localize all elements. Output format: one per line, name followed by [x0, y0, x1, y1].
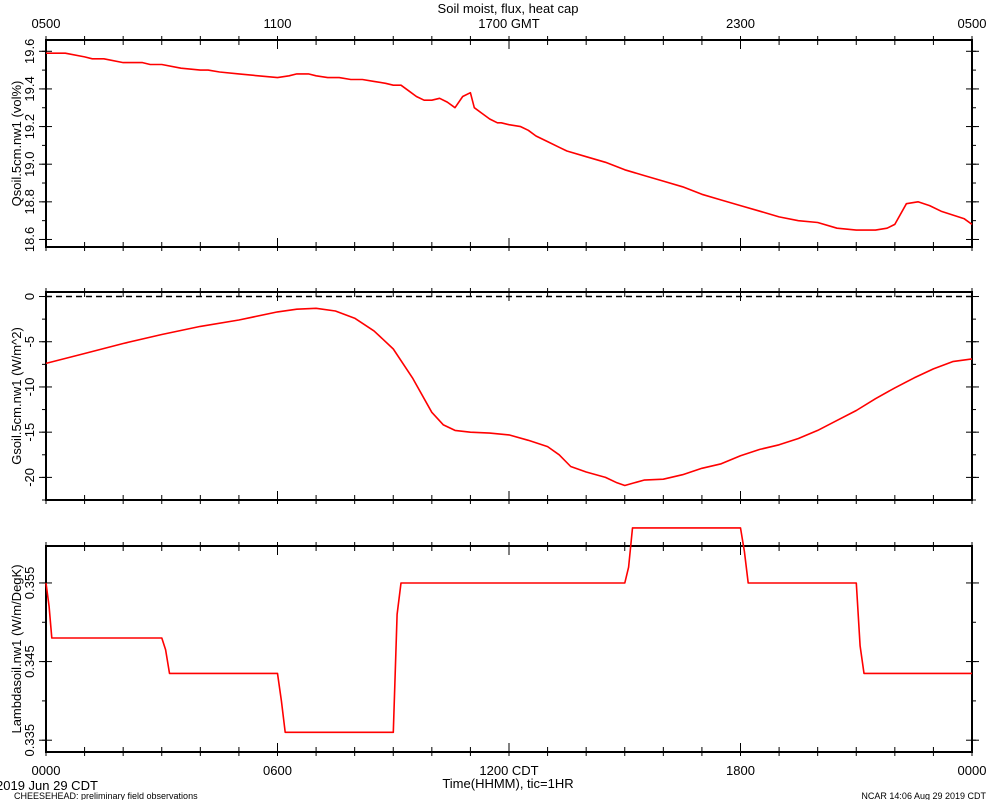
y-tick-label: -15: [22, 423, 37, 442]
y-tick-label: 19.4: [22, 76, 37, 101]
y-tick-label: 18.6: [22, 227, 37, 252]
bottom-axis-tick-label: 0000: [32, 763, 61, 778]
top-axis-tick-label: 1100: [264, 16, 292, 31]
plot-frame: [45, 39, 973, 248]
y-tick-label: 18.8: [22, 189, 37, 214]
top-axis-tick-label: 0500: [958, 16, 987, 31]
bottom-axis-tick-label: 0600: [263, 763, 292, 778]
chart-panel: -20 -15 -10 -5 0 Gsoil.5cm.nw1 (W/m^2): [9, 288, 979, 504]
series-line: [46, 52, 973, 231]
top-axis-tick-label: 2300: [726, 16, 755, 31]
bottom-axis-tick-label: 1200 CDT: [479, 763, 538, 778]
series-line: [45, 307, 973, 487]
x-axis-label: Time(HHMM), tic=1HR: [442, 776, 573, 791]
footer-date: 2019 Jun 29 CDT: [0, 778, 98, 793]
y-tick-label: -10: [22, 378, 37, 397]
series-line: [45, 527, 972, 734]
chart-panels: 18.6 18.8 19.0 19.2 19.4 19.6 Qsoil.5cm.nw1 (v…: [9, 36, 979, 756]
chart-title: Soil moist, flux, heat cap: [438, 1, 579, 16]
bottom-axis-labels: 0000 0600 1200 CDT 1800 0000: [32, 763, 987, 778]
bottom-axis-tick-label: 0000: [958, 763, 987, 778]
y-tick-label: 0: [22, 293, 37, 300]
y-tick-label: 19.2: [22, 114, 37, 139]
plot-frame: [45, 545, 973, 753]
y-tick-label: 19.0: [22, 152, 37, 177]
top-axis-tick-label: 0500: [32, 16, 61, 31]
footer-right: NCAR 14:06 Aug 29 2019 CDT: [861, 791, 986, 800]
plot-frame: [45, 291, 973, 501]
footer-left: CHEESEHEAD: preliminary field observatio…: [14, 791, 198, 800]
top-axis-tick-label: 1700 GMT: [478, 16, 539, 31]
y-tick-label: -5: [22, 336, 37, 348]
y-tick-label: -20: [22, 468, 37, 487]
y-axis-label: Qsoil.5cm.nw1 (vol%): [9, 81, 24, 207]
y-tick-label: 0.335: [22, 724, 37, 757]
bottom-axis-tick-label: 1800: [726, 763, 755, 778]
y-axis-label: Gsoil.5cm.nw1 (W/m^2): [9, 327, 24, 465]
top-axis-labels: 0500 1100 1700 GMT 2300 0500: [32, 16, 987, 31]
y-axis-label: Lambdasoil.nw1 (W/m/DegK): [9, 564, 24, 733]
y-tick-label: 19.6: [22, 39, 37, 64]
y-tick-label: 0.345: [22, 645, 37, 678]
y-tick-label: 0.355: [22, 567, 37, 600]
chart-panel: 18.6 18.8 19.0 19.2 19.4 19.6 Qsoil.5cm.nw1 (v…: [9, 36, 979, 252]
